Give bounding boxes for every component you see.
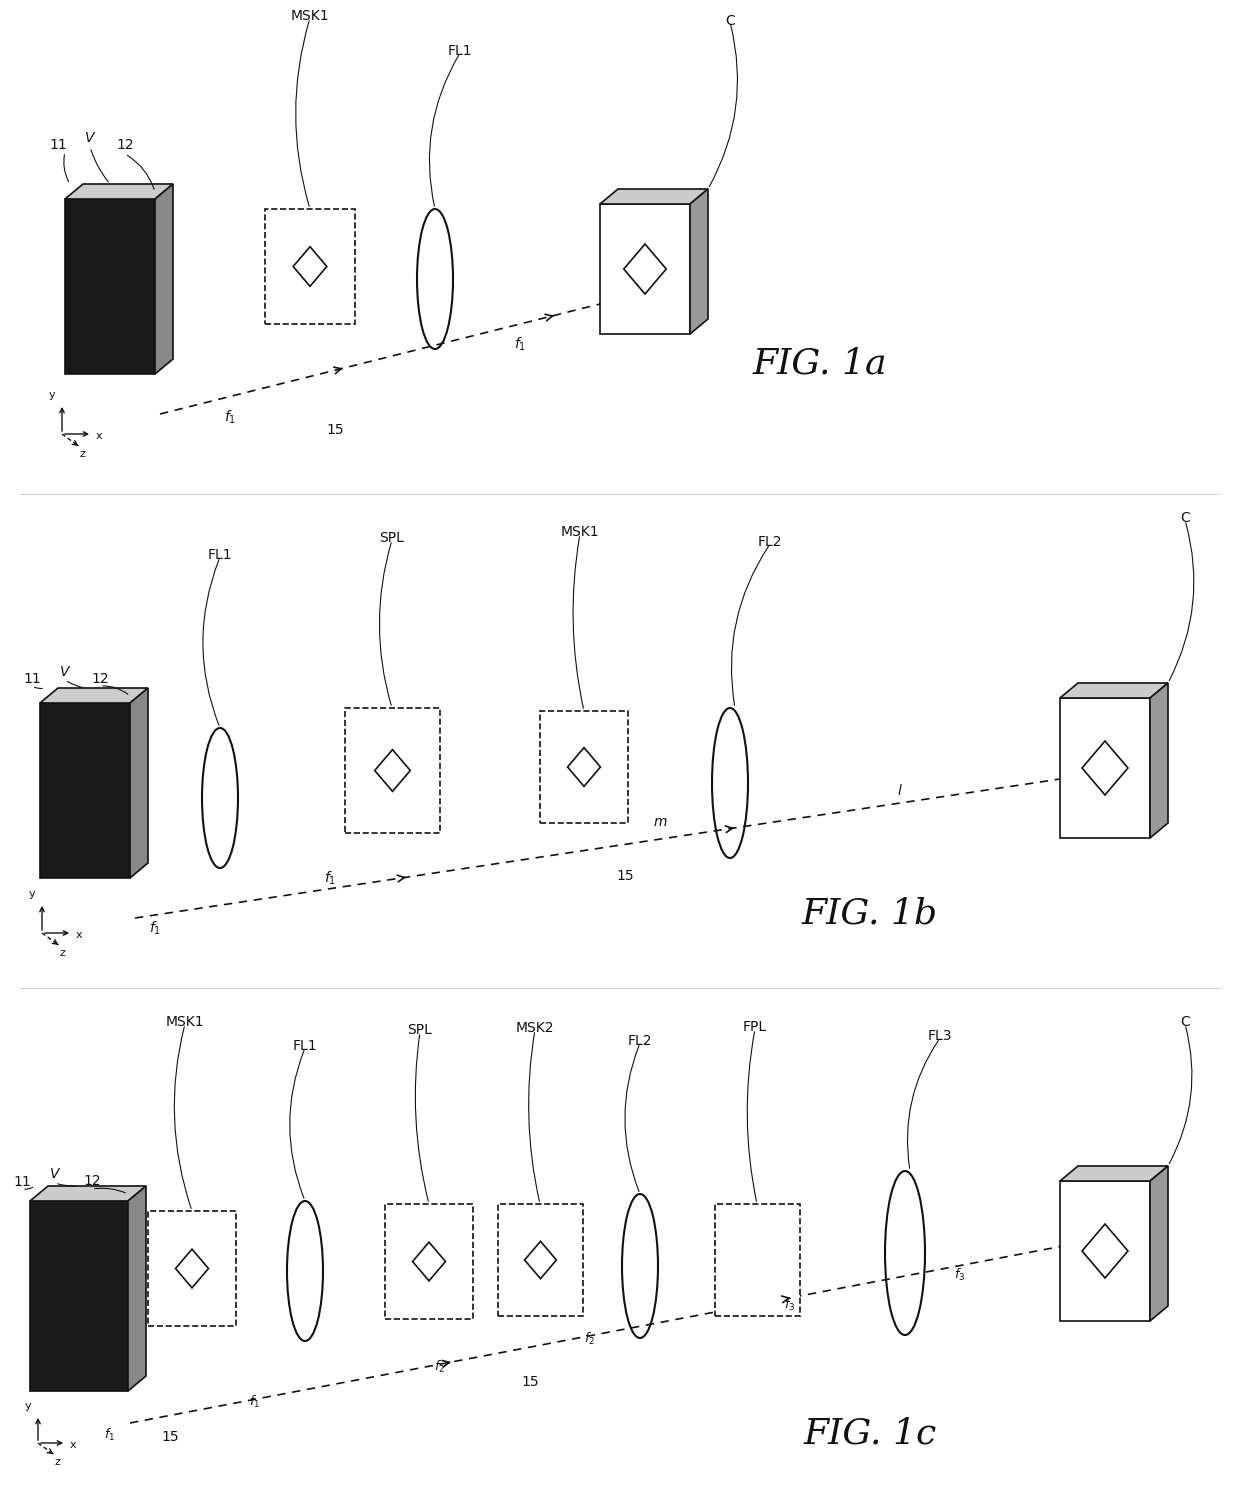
- Bar: [539, 711, 627, 823]
- Bar: [265, 209, 355, 324]
- Text: FIG. 1b: FIG. 1b: [802, 896, 939, 930]
- Polygon shape: [1060, 1181, 1149, 1321]
- Polygon shape: [1083, 741, 1128, 795]
- Text: FL1: FL1: [207, 549, 232, 562]
- Text: FIG. 1c: FIG. 1c: [804, 1416, 936, 1451]
- Text: $m$: $m$: [652, 816, 667, 829]
- Text: 12: 12: [92, 672, 109, 686]
- Text: z: z: [81, 449, 86, 459]
- Text: 15: 15: [161, 1430, 179, 1443]
- Text: z: z: [55, 1457, 61, 1467]
- Text: x: x: [95, 431, 103, 441]
- Polygon shape: [64, 198, 155, 374]
- Polygon shape: [293, 246, 327, 286]
- Text: x: x: [69, 1440, 77, 1451]
- Text: FPL: FPL: [743, 1020, 768, 1033]
- Text: $l$: $l$: [897, 783, 903, 798]
- Text: $f_3$: $f_3$: [785, 1297, 796, 1314]
- Text: FL2: FL2: [758, 535, 782, 549]
- Text: x: x: [76, 930, 83, 939]
- Polygon shape: [1060, 698, 1149, 838]
- Polygon shape: [40, 702, 130, 878]
- Text: 15: 15: [616, 869, 634, 883]
- Polygon shape: [30, 1185, 146, 1200]
- Text: z: z: [60, 948, 66, 959]
- Polygon shape: [624, 245, 666, 294]
- Text: $f_1$: $f_1$: [149, 920, 161, 938]
- Text: SPL: SPL: [408, 1023, 433, 1038]
- Text: FL3: FL3: [928, 1029, 952, 1044]
- Text: $f_1$: $f_1$: [324, 871, 336, 887]
- Text: 12: 12: [117, 139, 134, 152]
- Bar: [345, 708, 440, 833]
- Text: MSK2: MSK2: [516, 1021, 554, 1035]
- Polygon shape: [568, 747, 600, 786]
- Polygon shape: [130, 687, 148, 878]
- Text: $f_3$: $f_3$: [955, 1267, 966, 1284]
- Text: FIG. 1a: FIG. 1a: [753, 347, 888, 382]
- Text: 11: 11: [14, 1175, 31, 1188]
- Polygon shape: [1060, 683, 1168, 698]
- Polygon shape: [1149, 683, 1168, 838]
- Text: 11: 11: [24, 672, 41, 686]
- Polygon shape: [1149, 1166, 1168, 1321]
- Bar: [715, 1205, 800, 1317]
- Polygon shape: [128, 1185, 146, 1391]
- Bar: [148, 1211, 236, 1325]
- Text: 15: 15: [326, 423, 343, 437]
- Text: SPL: SPL: [379, 531, 404, 546]
- Polygon shape: [525, 1242, 557, 1279]
- Text: 15: 15: [521, 1375, 539, 1390]
- Text: MSK1: MSK1: [560, 525, 599, 540]
- Text: FL1: FL1: [448, 45, 472, 58]
- Polygon shape: [64, 183, 174, 198]
- Text: FL2: FL2: [627, 1033, 652, 1048]
- Text: $f_2$: $f_2$: [434, 1358, 445, 1375]
- Bar: [498, 1205, 583, 1317]
- Bar: [384, 1205, 472, 1320]
- Text: 12: 12: [83, 1173, 100, 1188]
- Polygon shape: [1083, 1224, 1128, 1278]
- Polygon shape: [600, 204, 689, 334]
- Text: $f_1$: $f_1$: [249, 1394, 260, 1410]
- Polygon shape: [689, 189, 708, 334]
- Text: $f_1$: $f_1$: [224, 409, 236, 426]
- Text: V: V: [61, 665, 69, 678]
- Polygon shape: [30, 1200, 128, 1391]
- Text: C: C: [1180, 511, 1190, 525]
- Polygon shape: [176, 1249, 208, 1288]
- Text: y: y: [25, 1402, 31, 1410]
- Text: C: C: [1180, 1015, 1190, 1029]
- Text: $f_1$: $f_1$: [104, 1427, 115, 1443]
- Polygon shape: [374, 750, 410, 792]
- Polygon shape: [600, 189, 708, 204]
- Text: 11: 11: [50, 139, 67, 152]
- Text: V: V: [51, 1167, 60, 1181]
- Text: C: C: [725, 13, 735, 28]
- Text: MSK1: MSK1: [166, 1015, 205, 1029]
- Polygon shape: [155, 183, 174, 374]
- Text: y: y: [29, 889, 35, 899]
- Text: y: y: [48, 391, 56, 400]
- Polygon shape: [1060, 1166, 1168, 1181]
- Text: MSK1: MSK1: [290, 9, 330, 22]
- Polygon shape: [40, 687, 148, 702]
- Text: $f_1$: $f_1$: [513, 335, 526, 353]
- Polygon shape: [413, 1242, 445, 1281]
- Text: FL1: FL1: [293, 1039, 317, 1053]
- Text: V: V: [86, 131, 94, 145]
- Text: $f_2$: $f_2$: [584, 1331, 595, 1346]
